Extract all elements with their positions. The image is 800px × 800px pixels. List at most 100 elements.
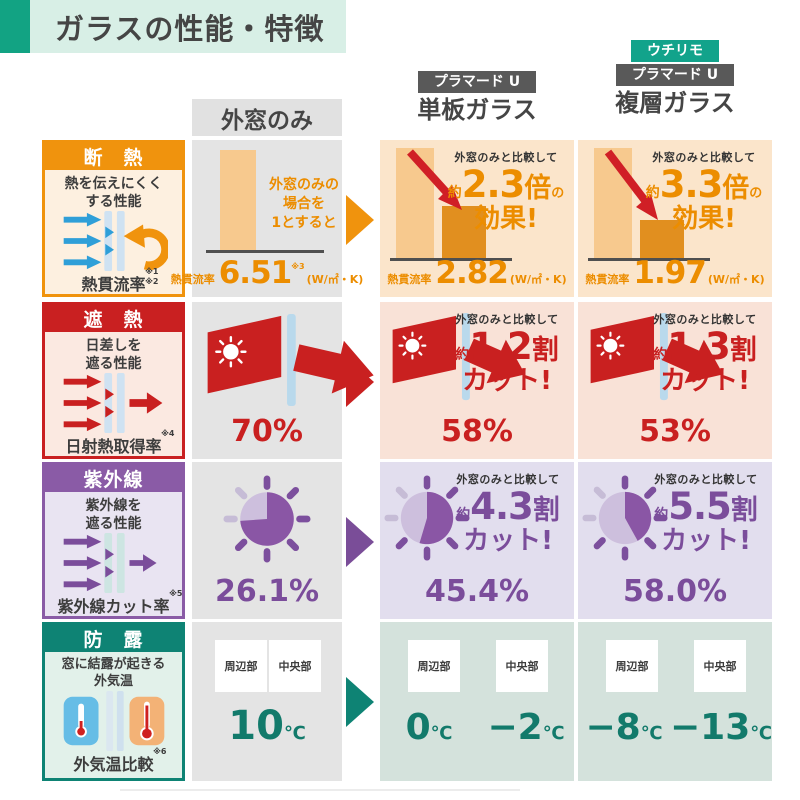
center-temperature: −13℃: [670, 710, 772, 746]
metric-text: 熱貫流率: [81, 275, 146, 295]
u-value-line: 熱貫流率 1.97 (W/㎡・K): [578, 258, 772, 289]
compare-value: 約1.3割: [642, 327, 768, 367]
uv-single-cell: 外窓のみと比較して 約4.3割 カット! 45.4%: [380, 462, 574, 619]
insulation-metric-label: 熱貫流率 ※1 ※2: [81, 267, 158, 295]
sun-heat-arrow-icon: [590, 312, 724, 401]
plamado-u-badge: プラマード U: [417, 71, 537, 93]
cut-unit: 割: [729, 334, 757, 366]
u-value: 2.82: [435, 255, 508, 291]
condensation-metric-label: 外気温比較 ※6: [73, 747, 166, 775]
row-label-uv: 紫外線 紫外線を 遮る性能 紫外線カット率 ※5: [42, 462, 185, 619]
shading-value: 70%: [231, 414, 303, 449]
u-value: 1.97: [633, 255, 706, 291]
u-value-unit: (W/㎡・K): [306, 273, 364, 286]
arrow-right-icon: [346, 677, 374, 727]
arrow-right-icon: [346, 517, 374, 567]
multiplier-value: 3.3: [659, 162, 724, 206]
u-value-unit: (W/㎡・K): [707, 273, 765, 286]
shading-single-cell: 外窓のみと比較して 約1.2割 カット! 58%: [380, 302, 574, 459]
condensation-icon: [60, 690, 168, 751]
shading-value: 53%: [639, 414, 711, 449]
edge-temperature: 0℃: [380, 710, 478, 746]
cut-text: カット!: [462, 366, 552, 397]
insulation-double-cell: 外窓のみと比較して 約3.3倍の 効果! 熱貫流率 1.97 (W/㎡・K): [578, 140, 772, 297]
compare-value: 約1.2割: [444, 324, 570, 368]
temp-number: 0: [405, 707, 431, 748]
title-accent-square: [0, 0, 30, 53]
cut-text: カット!: [661, 526, 751, 557]
temp-unit: ℃: [750, 723, 773, 744]
arrow-right-icon: [346, 195, 374, 245]
effect-text: 効果!: [672, 204, 736, 235]
u-value-label: 熱貫流率: [387, 273, 432, 286]
bar-baseline: [206, 250, 324, 253]
approx-label: 約: [654, 506, 669, 523]
temperature-value: 10℃: [192, 706, 342, 746]
compare-note: 外窓のみと比較して: [455, 313, 559, 326]
shading-outer-cell: 70%: [192, 302, 374, 459]
compare-block: 外窓のみと比較して 約5.5割 カット!: [644, 474, 768, 556]
metric-text: 紫外線カット率: [57, 597, 170, 617]
page-title: ガラスの性能・特徴: [55, 11, 325, 46]
shading-metric-label: 日射熱取得率 ※4: [65, 429, 174, 457]
uv-title: 紫外線: [45, 465, 182, 492]
condensation-desc: 窓に結露が起きる 外気温: [61, 657, 166, 689]
condensation-outer-cell: 周辺部 中央部 10℃: [192, 622, 342, 781]
temp-unit: ℃: [640, 723, 663, 744]
cut-text: カット!: [463, 526, 553, 557]
insulation-single-cell: 外窓のみと比較して 約2.3倍の 効果! 熱貫流率 2.82 (W/㎡・K): [380, 140, 574, 297]
u-value: 6.51: [218, 255, 292, 291]
center-label-box: 中央部: [496, 640, 548, 692]
center-temperature: −2℃: [478, 710, 574, 746]
compare-block: 外窓のみと比較して 約1.2割 カット!: [444, 314, 570, 396]
temp-number: −13: [670, 707, 751, 748]
result-bar: [442, 206, 486, 258]
center-label-box: 中央部: [269, 640, 321, 692]
u-value-label: 熱貫流率: [585, 273, 630, 286]
compare-block: 外窓のみと比較して 約4.3割 カット!: [446, 474, 570, 556]
uv-double-cell: 外窓のみと比較して 約5.5割 カット! 58.0%: [578, 462, 772, 619]
insulation-outer-cell: 外窓のみの 場合を 1とすると 熱貫流率 6.51 ※3 (W/㎡・K): [171, 140, 363, 297]
row-label-insulation: 断 熱 熱を伝えにくく する性能 熱貫流率 ※1 ※2: [42, 140, 185, 297]
cut-text: カット!: [660, 366, 750, 397]
double-glass-name: 複層ガラス: [615, 89, 735, 117]
approx-label: 約: [455, 346, 470, 363]
compare-note: 外窓のみと比較して: [456, 473, 560, 486]
u-value-label: 熱貫流率: [170, 273, 215, 286]
compare-value: 約4.3割: [446, 487, 570, 527]
down-arrow-icon: [407, 149, 462, 210]
approx-label: 約: [447, 184, 462, 201]
tail-text: の: [749, 185, 763, 201]
footnote-mark: ※6: [153, 746, 167, 756]
u-value-line: 熱貫流率 2.82 (W/㎡・K): [380, 258, 574, 289]
compare-block: 外窓のみと比較して 約1.3割 カット!: [642, 314, 768, 396]
row-label-shading: 遮 熱 日差しを 遮る性能 日射熱取得率 ※4: [42, 302, 185, 459]
u-value-unit: (W/㎡・K): [509, 273, 567, 286]
reference-bar: [594, 148, 632, 258]
metric-text: 日射熱取得率: [65, 437, 162, 457]
arrow-right-icon: [346, 357, 374, 407]
approx-label: 約: [653, 346, 668, 363]
sun-heat-arrow-icon: [392, 312, 526, 401]
uchirimo-badge: ウチリモ: [631, 40, 719, 62]
compare-block: 外窓のみと比較して 約3.3倍の 効果!: [640, 152, 768, 234]
uv-outer-cell: 26.1%: [192, 462, 342, 619]
edge-label-box: 周辺部: [606, 640, 658, 692]
shading-icon: [60, 373, 168, 434]
footnote-mark: ※4: [161, 429, 175, 439]
compare-note: 外窓のみと比較して: [652, 151, 756, 164]
bar-baseline: [390, 258, 512, 261]
insulation-title: 断 熱: [45, 143, 182, 170]
temp-unit: ℃: [430, 723, 453, 744]
compare-note: 外窓のみと比較して: [654, 473, 758, 486]
compare-block: 外窓のみと比較して 約2.3倍の 効果!: [442, 152, 570, 234]
metric-text: 外気温比較: [73, 754, 154, 774]
edge-label-box: 周辺部: [215, 640, 267, 692]
compare-note: 外窓のみと比較して: [454, 151, 558, 164]
multiplier-unit: 倍: [524, 172, 552, 204]
uv-metric-label: 紫外線カット率 ※5: [57, 589, 182, 617]
shading-double-cell: 外窓のみと比較して 約1.3割 カット! 53%: [578, 302, 772, 459]
shading-title: 遮 熱: [45, 305, 182, 332]
cut-value: 1.2: [469, 324, 533, 368]
